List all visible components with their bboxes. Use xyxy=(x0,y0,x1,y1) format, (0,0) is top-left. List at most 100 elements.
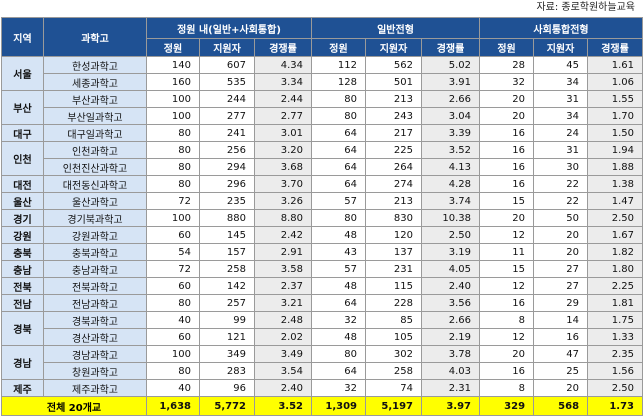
general-quota-cell: 80 xyxy=(311,90,366,108)
school-name-cell: 한성과학고 xyxy=(43,56,147,74)
total-ratio-cell: 3.26 xyxy=(254,192,312,210)
total-applicants-cell: 296 xyxy=(199,175,255,193)
social-ratio-cell: 1.67 xyxy=(587,226,643,244)
social-quota-cell: 15 xyxy=(479,260,535,278)
school-name-cell: 전북과학고 xyxy=(43,277,147,295)
total-applicants-cell: 880 xyxy=(199,209,255,227)
total-applicants-cell: 96 xyxy=(199,379,255,397)
school-name-cell: 부산과학고 xyxy=(43,90,147,108)
general-applicants-cell: 225 xyxy=(365,141,422,159)
general-ratio-cell: 2.66 xyxy=(420,311,481,329)
general-quota-cell: 32 xyxy=(311,311,366,329)
general-quota-cell: 80 xyxy=(311,209,366,227)
region-cell: 전남 xyxy=(1,294,44,312)
general-applicants-cell: 501 xyxy=(365,73,422,91)
general-ratio-cell: 10.38 xyxy=(420,209,481,227)
social-ratio-cell: 2.50 xyxy=(587,379,643,397)
total-general-ratio-cell: 3.97 xyxy=(420,396,481,416)
total-quota-cell: 72 xyxy=(146,260,200,278)
total-ratio-cell: 3.49 xyxy=(254,345,312,363)
social-quota-cell: 16 xyxy=(479,362,535,380)
social-ratio-cell: 2.25 xyxy=(587,277,643,295)
total-quota-cell: 40 xyxy=(146,311,200,329)
header-applicants: 지원자 xyxy=(365,38,422,57)
school-name-cell: 충남과학고 xyxy=(43,260,147,278)
table-row: 강원 강원과학고 60 145 2.42 48 120 2.50 12 20 1.67 xyxy=(1,226,643,244)
total-ratio-cell: 3.70 xyxy=(254,175,312,193)
total-quota-cell: 60 xyxy=(146,226,200,244)
general-ratio-cell: 3.04 xyxy=(420,107,481,125)
total-applicants-cell: 294 xyxy=(199,158,255,176)
general-ratio-cell: 2.50 xyxy=(420,226,481,244)
region-cell: 부산 xyxy=(1,90,44,125)
header-quota: 정원 xyxy=(479,38,535,57)
total-total-quota-cell: 1,638 xyxy=(146,396,200,416)
table-row: 인천 인천과학고 80 256 3.20 64 225 3.52 16 31 1.94 xyxy=(1,141,643,176)
total-quota-cell: 80 xyxy=(146,141,200,159)
total-quota-cell: 80 xyxy=(146,124,200,142)
total-applicants-cell: 349 xyxy=(199,345,255,363)
social-quota-cell: 16 xyxy=(479,124,535,142)
social-applicants-cell: 20 xyxy=(533,379,589,397)
social-ratio-cell: 1.81 xyxy=(587,294,643,312)
school-name-cell: 전남과학고 xyxy=(43,294,147,312)
region-cell: 경기 xyxy=(1,209,44,227)
social-quota-cell: 20 xyxy=(479,209,535,227)
school-name-cell: 울산과학고 xyxy=(43,192,147,210)
table-row: 전남 전남과학고 80 257 3.21 64 228 3.56 16 29 1.81 xyxy=(1,294,643,312)
total-general-applicants-cell: 5,197 xyxy=(365,396,422,416)
total-quota-cell: 80 xyxy=(146,158,200,176)
total-quota-cell: 80 xyxy=(146,362,200,380)
social-applicants-cell: 25 xyxy=(533,362,589,380)
social-ratio-cell: 1.88 xyxy=(587,158,643,176)
school-name-cell: 창원과학고 xyxy=(43,362,147,380)
social-quota-cell: 8 xyxy=(479,379,535,397)
general-quota-cell: 32 xyxy=(311,379,366,397)
total-quota-cell: 60 xyxy=(146,277,200,295)
social-applicants-cell: 20 xyxy=(533,243,589,261)
total-quota-cell: 100 xyxy=(146,90,200,108)
general-applicants-cell: 562 xyxy=(365,56,422,74)
region-cell: 인천 xyxy=(1,141,44,176)
general-quota-cell: 64 xyxy=(311,158,366,176)
source-note: 자료: 종로학원하늘교육 xyxy=(536,2,635,13)
social-ratio-cell: 1.47 xyxy=(587,192,643,210)
general-quota-cell: 48 xyxy=(311,277,366,295)
total-ratio-cell: 2.91 xyxy=(254,243,312,261)
general-ratio-cell: 4.28 xyxy=(420,175,481,193)
school-name-cell: 경기북과학고 xyxy=(43,209,147,227)
header-applicants: 지원자 xyxy=(199,38,255,57)
general-quota-cell: 64 xyxy=(311,362,366,380)
region-cell: 강원 xyxy=(1,226,44,244)
total-ratio-cell: 3.34 xyxy=(254,73,312,91)
social-quota-cell: 16 xyxy=(479,294,535,312)
social-ratio-cell: 1.06 xyxy=(587,73,643,91)
social-ratio-cell: 1.50 xyxy=(587,124,643,142)
region-cell: 경북 xyxy=(1,311,44,346)
total-quota-cell: 72 xyxy=(146,192,200,210)
general-applicants-cell: 243 xyxy=(365,107,422,125)
header-ratio: 경쟁률 xyxy=(254,38,312,57)
header-ratio: 경쟁률 xyxy=(587,38,643,57)
general-ratio-cell: 3.56 xyxy=(420,294,481,312)
social-ratio-cell: 1.80 xyxy=(587,260,643,278)
total-applicants-cell: 244 xyxy=(199,90,255,108)
total-applicants-cell: 145 xyxy=(199,226,255,244)
region-cell: 대전 xyxy=(1,175,44,193)
total-ratio-cell: 2.40 xyxy=(254,379,312,397)
table-row: 경남 경남과학고 100 349 3.49 80 302 3.78 20 47 2.35 xyxy=(1,345,643,380)
school-name-cell: 대구일과학고 xyxy=(43,124,147,142)
total-general-quota-cell: 1,309 xyxy=(311,396,366,416)
region-cell: 전북 xyxy=(1,277,44,295)
social-applicants-cell: 30 xyxy=(533,158,589,176)
general-quota-cell: 64 xyxy=(311,141,366,159)
social-quota-cell: 16 xyxy=(479,175,535,193)
table-row: 울산 울산과학고 72 235 3.26 57 213 3.74 15 22 1.47 xyxy=(1,192,643,210)
region-cell: 충북 xyxy=(1,243,44,261)
general-applicants-cell: 74 xyxy=(365,379,422,397)
total-quota-cell: 100 xyxy=(146,107,200,125)
general-applicants-cell: 137 xyxy=(365,243,422,261)
total-total-applicants-cell: 5,772 xyxy=(199,396,255,416)
region-cell: 경남 xyxy=(1,345,44,380)
total-applicants-cell: 99 xyxy=(199,311,255,329)
